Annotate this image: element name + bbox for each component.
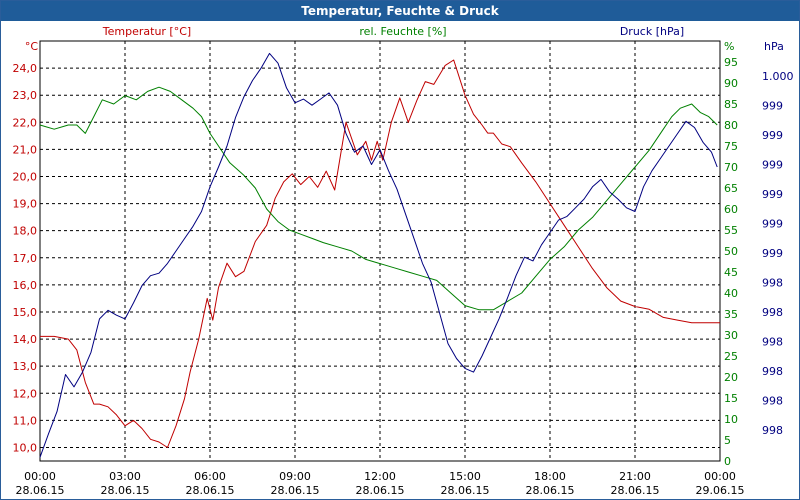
x-tick-time: 18:00 [534, 470, 566, 483]
temperature-tick-label: 21,0 [13, 143, 38, 156]
temperature-tick-label: 16,0 [13, 279, 38, 292]
temperature-tick-label: 13,0 [13, 360, 38, 373]
temperature-tick-label: 10,0 [13, 441, 38, 454]
x-tick-date: 28.06.15 [16, 484, 65, 497]
humidity-tick-label: 20 [724, 371, 738, 384]
x-tick-date: 29.06.15 [696, 484, 745, 497]
series-line-pressure [39, 52, 718, 458]
pressure-tick-label: 998 [762, 306, 783, 319]
temperature-tick-label: 15,0 [13, 306, 38, 319]
humidity-tick-label: 70 [724, 161, 738, 174]
grid-layer [40, 41, 720, 461]
temperature-tick-label: 24,0 [13, 62, 38, 75]
humidity-tick-label: 65 [724, 182, 738, 195]
humidity-tick-label: 50 [724, 245, 738, 258]
chart-title: Temperatur, Feuchte & Druck [1, 1, 799, 21]
pressure-tick-label: 999 [762, 100, 783, 113]
pressure-axis-label: Druck [hPa] [620, 25, 684, 38]
temperature-unit-label: °C [25, 40, 39, 53]
humidity-tick-label: 15 [724, 392, 738, 405]
pressure-tick-label: 998 [762, 365, 783, 378]
temperature-tick-label: 12,0 [13, 387, 38, 400]
humidity-tick-label: 5 [724, 434, 731, 447]
temperature-tick-label: 11,0 [13, 414, 38, 427]
humidity-tick-label: 90 [724, 77, 738, 90]
pressure-tick-label: 998 [762, 277, 783, 290]
series-line-humidity [39, 86, 718, 311]
pressure-tick-label: 998 [762, 395, 783, 408]
x-tick-date: 28.06.15 [271, 484, 320, 497]
x-tick-date: 28.06.15 [611, 484, 660, 497]
humidity-tick-label: 30 [724, 329, 738, 342]
series-layer [39, 52, 720, 458]
x-tick-time: 15:00 [449, 470, 481, 483]
temperature-tick-label: 17,0 [13, 252, 38, 265]
x-tick-date: 28.06.15 [186, 484, 235, 497]
temperature-tick-label: 23,0 [13, 89, 38, 102]
plot-area-frame [39, 40, 721, 462]
humidity-tick-label: 55 [724, 224, 738, 237]
temperature-tick-label: 20,0 [13, 170, 38, 183]
humidity-tick-label: 80 [724, 119, 738, 132]
x-tick-date: 28.06.15 [526, 484, 575, 497]
temperature-axis-label: Temperatur [°C] [102, 25, 191, 38]
humidity-tick-label: 60 [724, 203, 738, 216]
pressure-tick-label: 998 [762, 336, 783, 349]
humidity-tick-label: 40 [724, 287, 738, 300]
pressure-tick-label: 999 [762, 218, 783, 231]
x-tick-time: 06:00 [194, 470, 226, 483]
humidity-tick-label: 45 [724, 266, 738, 279]
humidity-tick-label: 25 [724, 350, 738, 363]
humidity-tick-label: 0 [724, 455, 731, 468]
humidity-tick-label: 85 [724, 98, 738, 111]
pressure-tick-label: 998 [762, 424, 783, 437]
series-line-temperature [40, 59, 720, 448]
x-tick-time: 09:00 [279, 470, 311, 483]
pressure-tick-label: 999 [762, 247, 783, 260]
humidity-axis-label: rel. Feuchte [%] [359, 25, 446, 38]
x-tick-time: 00:00 [704, 470, 736, 483]
x-tick-date: 28.06.15 [441, 484, 490, 497]
x-tick-time: 21:00 [619, 470, 651, 483]
axis-layer: 00:0028.06.1503:0028.06.1506:0028.06.150… [13, 56, 794, 497]
temperature-tick-label: 19,0 [13, 198, 38, 211]
x-tick-time: 12:00 [364, 470, 396, 483]
humidity-tick-label: 35 [724, 308, 738, 321]
pressure-tick-label: 1.000 [762, 70, 794, 83]
temperature-tick-label: 22,0 [13, 116, 38, 129]
pressure-tick-label: 999 [762, 188, 783, 201]
pressure-unit-label: hPa [764, 40, 784, 53]
x-tick-time: 03:00 [109, 470, 141, 483]
x-tick-date: 28.06.15 [356, 484, 405, 497]
humidity-tick-label: 75 [724, 140, 738, 153]
humidity-tick-label: 10 [724, 413, 738, 426]
temperature-tick-label: 14,0 [13, 333, 38, 346]
temperature-tick-label: 18,0 [13, 225, 38, 238]
x-tick-date: 28.06.15 [101, 484, 150, 497]
pressure-tick-label: 999 [762, 129, 783, 142]
pressure-tick-label: 999 [762, 159, 783, 172]
x-tick-time: 00:00 [24, 470, 56, 483]
humidity-unit-label: % [724, 40, 734, 53]
humidity-tick-label: 95 [724, 56, 738, 69]
